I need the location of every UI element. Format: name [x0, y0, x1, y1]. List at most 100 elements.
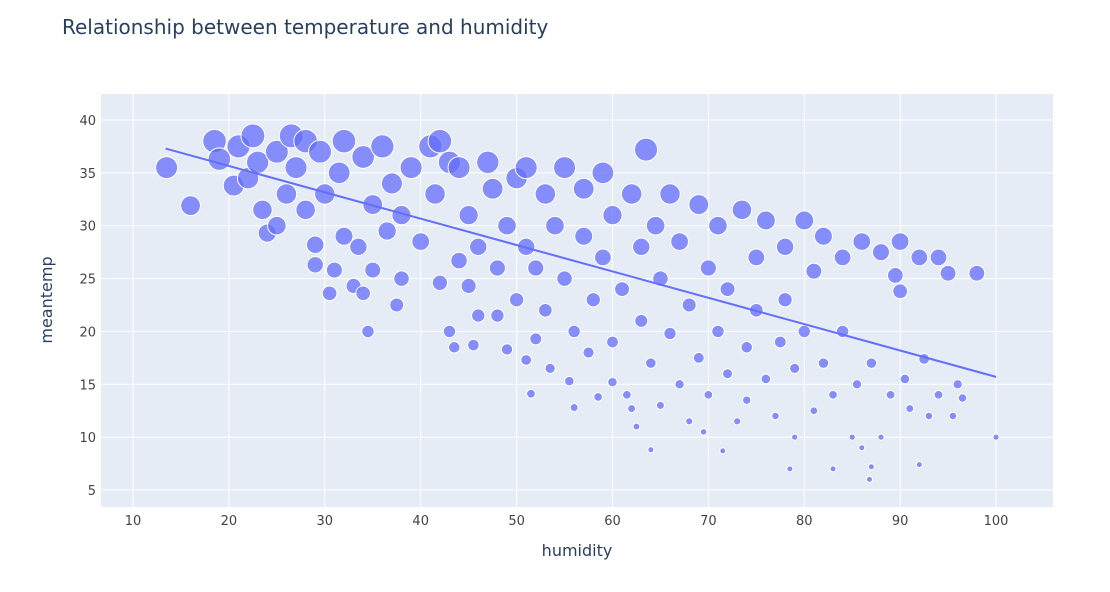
point	[427, 128, 453, 154]
point	[327, 161, 351, 185]
point	[786, 465, 794, 473]
point	[948, 411, 958, 421]
point	[389, 297, 405, 313]
point	[534, 183, 557, 205]
point	[538, 302, 553, 318]
point	[655, 400, 665, 410]
point	[591, 161, 615, 185]
point	[553, 156, 577, 180]
point	[284, 156, 308, 180]
point	[481, 177, 504, 200]
point	[529, 332, 543, 346]
point	[992, 433, 1000, 441]
point	[731, 199, 753, 221]
point	[331, 128, 357, 154]
point	[789, 362, 801, 375]
y-tick-label: 15	[79, 378, 96, 393]
point	[622, 390, 632, 400]
point	[460, 277, 477, 294]
point	[469, 237, 488, 257]
point	[848, 433, 856, 441]
point	[393, 270, 410, 287]
point	[526, 388, 536, 399]
point	[155, 156, 179, 180]
point	[314, 183, 336, 205]
point	[663, 326, 677, 341]
point	[828, 390, 838, 400]
point	[692, 351, 705, 364]
point	[325, 261, 343, 279]
point	[593, 392, 603, 402]
x-tick-label: 100	[984, 514, 1009, 529]
point	[952, 379, 963, 390]
point	[659, 183, 681, 205]
point	[755, 210, 776, 231]
point	[544, 362, 556, 375]
x-tick-label: 40	[412, 514, 429, 529]
point	[488, 259, 506, 277]
point	[771, 411, 780, 421]
point	[777, 292, 793, 308]
point	[614, 281, 631, 298]
point	[865, 475, 873, 483]
point	[794, 210, 815, 231]
point	[569, 403, 579, 412]
point	[760, 373, 772, 385]
point	[817, 357, 830, 369]
point	[775, 237, 795, 257]
x-tick-label: 90	[892, 514, 909, 529]
x-tick-label: 50	[508, 514, 525, 529]
point	[652, 270, 669, 287]
point	[933, 390, 944, 400]
x-tick-label: 10	[125, 514, 142, 529]
point	[514, 156, 538, 180]
point	[852, 232, 872, 251]
point	[851, 379, 863, 390]
point	[645, 215, 666, 236]
point	[442, 324, 457, 339]
point	[305, 235, 325, 254]
point	[634, 313, 649, 328]
point	[685, 417, 694, 426]
point	[719, 447, 727, 455]
point	[645, 357, 657, 369]
point	[871, 243, 890, 262]
point	[490, 308, 505, 323]
point	[380, 172, 403, 195]
point	[699, 259, 717, 277]
point	[497, 215, 517, 236]
point	[321, 285, 338, 302]
point	[556, 270, 573, 287]
point	[877, 433, 885, 441]
point	[740, 341, 753, 354]
x-tick-label: 60	[604, 514, 621, 529]
point	[361, 324, 375, 339]
y-axis-title: meantemp	[37, 256, 56, 343]
point	[910, 248, 929, 267]
point	[719, 281, 736, 298]
point	[334, 226, 354, 246]
point	[252, 199, 273, 221]
point	[711, 324, 725, 339]
point	[355, 285, 371, 302]
point	[632, 237, 651, 257]
point	[567, 324, 581, 339]
point	[892, 283, 909, 300]
point	[574, 226, 594, 246]
point	[458, 205, 479, 226]
point	[467, 338, 480, 352]
point	[957, 393, 968, 403]
y-tick-label: 25	[79, 273, 96, 288]
point	[306, 256, 324, 274]
point	[545, 215, 565, 236]
point	[890, 232, 910, 251]
point	[899, 373, 911, 385]
point	[308, 139, 332, 164]
y-tick-label: 5	[88, 484, 96, 499]
point	[370, 134, 395, 159]
point	[797, 324, 811, 339]
point	[264, 139, 289, 164]
point	[722, 368, 734, 380]
point	[606, 335, 619, 349]
